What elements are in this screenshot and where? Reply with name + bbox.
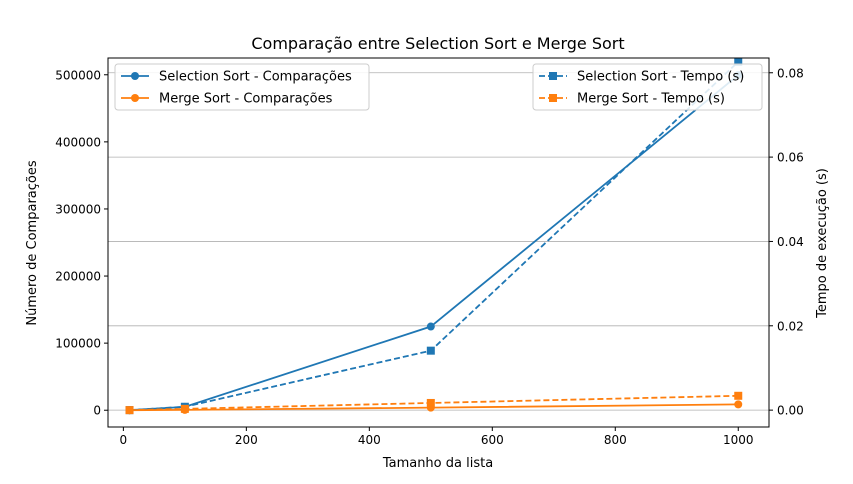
gridlines xyxy=(108,72,769,411)
legend-right-box xyxy=(532,63,763,111)
legend-marker-merge-sort-tempo-s xyxy=(549,94,557,102)
series-selection-sort-tempo-s xyxy=(125,57,743,415)
series-line-merge-sort-tempo-s xyxy=(129,394,739,412)
x-tick-label-0: 0 xyxy=(120,433,128,447)
series-layer xyxy=(125,57,743,415)
y-tick-label-1: 100000 xyxy=(55,337,101,351)
x-tick-label-1: 200 xyxy=(235,433,258,447)
data-point-selection-sort-tempo-s-2 xyxy=(426,346,435,355)
y-axis-label: Número de Comparações xyxy=(25,160,40,325)
x-axis-label: Tamanho da lista xyxy=(382,456,493,471)
y2-tick-label-4: 0.08 xyxy=(777,66,804,80)
series-line-selection-sort-compara-es xyxy=(129,74,739,412)
series-selection-sort-compara-es xyxy=(125,71,743,415)
y2-axis-label: Tempo de execução (s) xyxy=(815,168,830,319)
y-tick-label-4: 400000 xyxy=(55,135,101,149)
data-point-selection-sort-tempo-s-3 xyxy=(734,57,743,66)
x-axis-ticks: 0 200 400 600 800 1000 xyxy=(120,427,754,447)
data-point-merge-sort-tempo-s-3 xyxy=(734,391,743,400)
legend-left: Selection Sort - Comparações Merge Sort -… xyxy=(114,63,370,111)
data-point-merge-sort-tempo-s-0 xyxy=(125,406,134,415)
data-point-merge-sort-tempo-s-1 xyxy=(180,404,189,413)
y-tick-label-5: 500000 xyxy=(55,68,101,82)
legend-marker-selection-sort-tempo-s xyxy=(549,72,557,80)
chart-title: Comparação entre Selection Sort e Merge … xyxy=(251,34,624,53)
y-tick-label-3: 300000 xyxy=(55,202,101,216)
y2-tick-label-3: 0.06 xyxy=(777,151,804,165)
legend-label-selection-sort-compara-es: Selection Sort - Comparações xyxy=(159,70,352,85)
y2-tick-label-2: 0.04 xyxy=(777,235,804,249)
data-point-merge-sort-tempo-s-2 xyxy=(426,398,435,407)
y2-axis-ticks: 0.00 0.02 0.04 0.06 0.08 xyxy=(769,66,804,418)
y-tick-label-2: 200000 xyxy=(55,270,101,284)
x-tick-label-5: 1000 xyxy=(723,433,754,447)
y2-tick-label-0: 0.00 xyxy=(777,404,804,418)
x-tick-label-4: 800 xyxy=(604,433,627,447)
legend-label-merge-sort-tempo-s: Merge Sort - Tempo (s) xyxy=(577,92,725,107)
data-point-selection-sort-compara-es-2 xyxy=(426,322,435,331)
series-merge-sort-tempo-s xyxy=(125,391,743,415)
legend-marker-selection-sort-compara-es xyxy=(131,72,139,80)
legend-left-box xyxy=(114,63,370,111)
plot-frame xyxy=(107,57,770,428)
legend-label-merge-sort-compara-es: Merge Sort - Comparações xyxy=(159,92,333,107)
x-tick-label-2: 400 xyxy=(358,433,381,447)
legend-marker-merge-sort-compara-es xyxy=(131,94,139,102)
legend-label-selection-sort-tempo-s: Selection Sort - Tempo (s) xyxy=(577,70,744,85)
x-tick-label-3: 600 xyxy=(481,433,504,447)
series-line-selection-sort-tempo-s xyxy=(129,61,739,412)
y2-tick-label-1: 0.02 xyxy=(777,319,804,333)
y-tick-label-0: 0 xyxy=(93,404,101,418)
legend-right: Selection Sort - Tempo (s) Merge Sort - T… xyxy=(532,63,763,111)
data-point-merge-sort-compara-es-3 xyxy=(734,400,743,409)
y-axis-ticks: 0 100000 200000 300000 400000 500000 xyxy=(55,68,108,418)
